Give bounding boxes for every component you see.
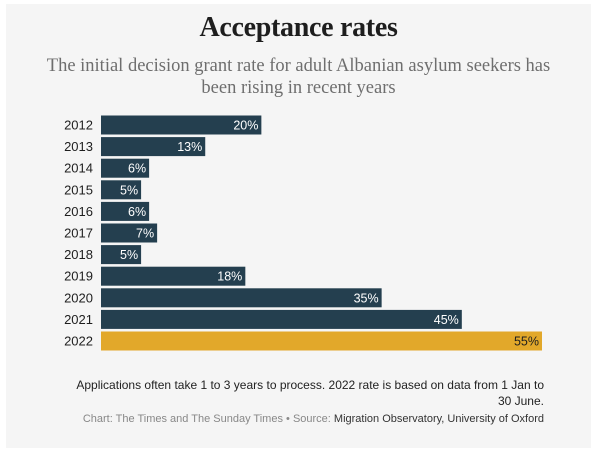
bar: [101, 115, 262, 135]
bar: [101, 288, 382, 308]
y-tick-label: 2022: [64, 334, 93, 349]
chart-subtitle: The initial decision grant rate for adul…: [46, 56, 551, 98]
y-tick-label: 2016: [64, 204, 93, 219]
y-tick-label: 2012: [64, 118, 93, 133]
bar: [101, 245, 142, 265]
bar: [101, 266, 246, 286]
y-tick-label: 2017: [64, 226, 93, 241]
source-value: Migration Observatory, University of Oxf…: [333, 413, 544, 425]
bar-value-label: 5%: [120, 248, 138, 262]
chart-note: Applications often take 1 to 3 years to …: [76, 378, 544, 408]
y-tick-label: 2019: [64, 269, 93, 284]
bar-value-label: 45%: [434, 313, 459, 327]
y-tick-label: 2018: [64, 247, 93, 262]
bar-value-label: 13%: [177, 140, 202, 154]
bar-value-label: 7%: [136, 227, 154, 241]
bar: [101, 158, 150, 178]
y-tick-label: 2013: [64, 139, 93, 154]
bar: [101, 201, 150, 221]
bar-value-label: 6%: [128, 205, 146, 219]
bar-value-label: 6%: [128, 162, 146, 176]
y-tick-label: 2021: [64, 312, 93, 327]
bar: [101, 180, 142, 200]
y-tick-label: 2020: [64, 290, 93, 305]
bar-value-label: 35%: [354, 291, 379, 305]
source-label: Source:: [292, 413, 334, 425]
y-tick-label: 2015: [64, 182, 93, 197]
bar: [101, 309, 462, 329]
chart-source-line: Chart: The Times and The Sunday Times • …: [40, 413, 544, 425]
chart-credit: Chart: The Times and The Sunday Times: [82, 413, 283, 425]
bar-value-label: 18%: [217, 270, 242, 284]
bar-highlight: [101, 331, 542, 351]
chart-title: Acceptance rates: [199, 12, 398, 43]
source-separator: •: [282, 413, 293, 425]
bar-value-label: 55%: [514, 335, 539, 349]
bar: [101, 223, 158, 243]
bar: [101, 137, 206, 157]
y-tick-label: 2014: [64, 161, 93, 176]
bar-value-label: 5%: [120, 183, 138, 197]
bar-value-label: 20%: [233, 119, 258, 133]
